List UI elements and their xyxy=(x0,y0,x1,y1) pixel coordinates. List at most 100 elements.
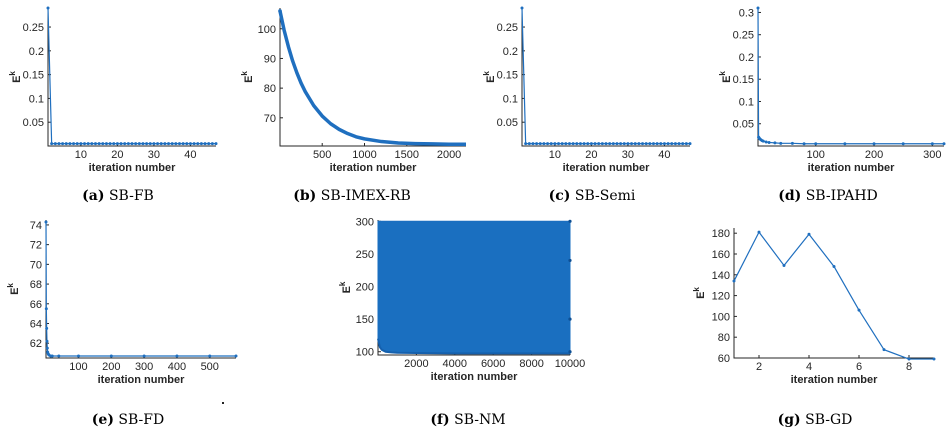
data-point xyxy=(589,142,593,146)
data-point xyxy=(45,326,49,330)
data-point xyxy=(779,141,783,145)
data-point xyxy=(764,140,768,144)
y-tick-label: 300 xyxy=(356,216,374,228)
data-point xyxy=(148,142,152,146)
data-point xyxy=(568,317,572,321)
data-point xyxy=(163,142,167,146)
data-point xyxy=(666,142,670,146)
data-point xyxy=(578,142,582,146)
y-tick-label: 70 xyxy=(30,259,42,271)
x-axis-label: iteration number xyxy=(791,374,879,386)
y-tick-label: 180 xyxy=(712,228,730,240)
data-point xyxy=(767,140,771,144)
data-point xyxy=(535,142,539,146)
y-tick-label: 100 xyxy=(258,24,276,36)
panel-sb-ipahd: 100 200 300 0.05 0.1 0.15 0.2 0.25 0.3 iteration … xyxy=(718,0,946,218)
data-point xyxy=(807,232,811,236)
data-point xyxy=(560,142,564,146)
panel-label: (f) xyxy=(430,412,450,428)
data-point xyxy=(79,142,83,146)
panel-sb-gd: 2 4 6 8 60 80 100 120 140 160 180 iteration number E… xyxy=(690,218,940,436)
data-point xyxy=(145,142,149,146)
data-point xyxy=(575,142,579,146)
caption-text: SB-FB xyxy=(108,188,154,204)
x-tick-label: 4 xyxy=(806,361,812,373)
caption-text: SB-IMEX-RB xyxy=(320,188,411,204)
data-point xyxy=(53,142,57,146)
x-axis-label: iteration number xyxy=(330,162,418,174)
data-point xyxy=(756,6,760,10)
data-point xyxy=(593,142,597,146)
data-point xyxy=(75,142,79,146)
x-tick-label: 6000 xyxy=(481,358,505,370)
y-tick-label: 0.05 xyxy=(733,119,754,131)
panel-label: (b) xyxy=(293,188,317,204)
x-tick-label: 1000 xyxy=(352,149,376,161)
y-tick-label: 250 xyxy=(356,249,374,261)
data-point xyxy=(210,142,214,146)
data-point xyxy=(782,263,786,267)
data-point xyxy=(46,6,50,10)
data-point xyxy=(549,142,553,146)
x-tick-label: 30 xyxy=(148,149,160,161)
series-line xyxy=(47,7,216,145)
data-point xyxy=(159,142,163,146)
data-point xyxy=(156,142,160,146)
chart-sb-fb: 10 20 30 40 0.05 0.1 0.15 0.2 0.25 iteration numb… xyxy=(8,6,218,174)
data-point xyxy=(142,354,146,358)
x-tick-label: 500 xyxy=(313,149,331,161)
data-point xyxy=(86,142,90,146)
data-point xyxy=(126,142,130,146)
y-tick-label: 160 xyxy=(712,249,730,261)
chart-sb-gd: 2 4 6 8 60 80 100 120 140 160 180 iteration number E… xyxy=(692,228,936,386)
series-line xyxy=(45,221,236,357)
x-axis-label: iteration number xyxy=(89,162,177,174)
data-point xyxy=(185,142,189,146)
y-tick-label: 0.15 xyxy=(497,70,518,82)
series-band xyxy=(377,220,571,354)
chart-sb-imex-rb: 500 1000 1500 2000 70 80 90 100 iteration number… xyxy=(240,8,466,174)
data-point xyxy=(567,142,571,146)
x-tick-label: 40 xyxy=(658,149,670,161)
data-point xyxy=(170,142,174,146)
y-tick-label: 72 xyxy=(30,240,42,252)
panel-sb-nm: 2000 4000 6000 8000 10000 100 150 200 250 300 iter… xyxy=(338,216,588,436)
data-point xyxy=(659,142,663,146)
data-point xyxy=(644,142,648,146)
data-point xyxy=(648,142,652,146)
data-point xyxy=(651,142,655,146)
y-axis-label: Ek xyxy=(338,281,353,293)
y-tick-label: 120 xyxy=(712,291,730,303)
panel-sb-semi: 10 20 30 40 0.05 0.1 0.15 0.2 0.25 iteration numb… xyxy=(482,0,702,218)
data-point xyxy=(619,142,623,146)
data-point xyxy=(600,142,604,146)
x-tick-label: 2000 xyxy=(404,358,428,370)
x-tick-label: 100 xyxy=(807,149,825,161)
data-point xyxy=(531,142,535,146)
data-point xyxy=(907,357,911,361)
panel-sb-fd: 100 200 300 400 500 62 64 66 68 70 72 74 iteration n… xyxy=(6,218,248,436)
stray-mark xyxy=(222,402,224,404)
x-tick-label: 8000 xyxy=(519,358,543,370)
data-point xyxy=(101,142,105,146)
y-tick-label: 80 xyxy=(718,332,730,344)
y-axis-label: Ek xyxy=(240,71,255,83)
data-point xyxy=(61,142,65,146)
x-tick-label: 100 xyxy=(69,361,87,373)
x-axis-label: iteration number xyxy=(98,374,186,386)
y-tick-label: 0.25 xyxy=(497,22,518,34)
caption-sb-fb: (a) SB-FB xyxy=(8,188,228,204)
data-point xyxy=(553,142,557,146)
x-tick-label: 400 xyxy=(168,361,186,373)
data-point xyxy=(68,142,72,146)
x-tick-label: 20 xyxy=(111,149,123,161)
y-tick-label: 0.05 xyxy=(23,117,44,129)
data-point xyxy=(175,354,179,358)
y-tick-label: 90 xyxy=(264,53,276,65)
x-tick-label: 500 xyxy=(201,361,219,373)
data-point xyxy=(152,142,156,146)
caption-sb-nm: (f) SB-NM xyxy=(348,412,588,428)
y-tick-label: 140 xyxy=(712,270,730,282)
data-point xyxy=(72,142,76,146)
axes-frame xyxy=(45,220,236,359)
